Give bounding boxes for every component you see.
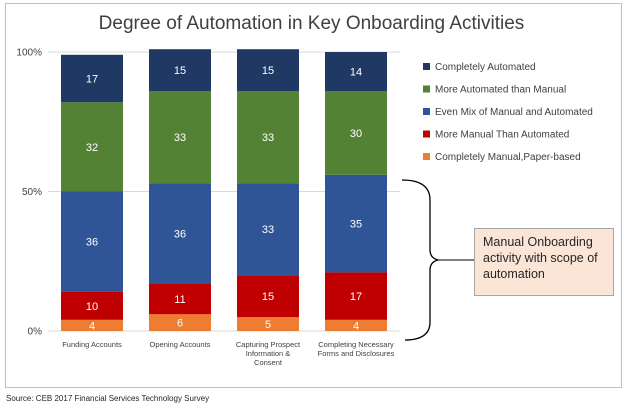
legend-label: More Automated than Manual bbox=[435, 85, 566, 96]
data-label: 32 bbox=[86, 142, 98, 154]
data-label: 17 bbox=[86, 74, 98, 86]
bar-segment bbox=[61, 319, 123, 331]
data-label: 15 bbox=[262, 65, 274, 77]
data-label: 33 bbox=[262, 224, 274, 236]
bar-segment bbox=[61, 291, 123, 320]
bar-segment bbox=[237, 275, 299, 318]
bar-segment bbox=[325, 272, 387, 320]
data-label: 5 bbox=[265, 319, 271, 331]
data-label: 35 bbox=[350, 219, 362, 231]
x-category-label: Funding Accounts bbox=[62, 340, 122, 349]
bar-segment bbox=[237, 91, 299, 184]
bar-segment bbox=[149, 314, 211, 331]
bar-segment bbox=[325, 174, 387, 273]
data-label: 33 bbox=[174, 132, 186, 144]
x-category-label: Capturing Prospect Information & Consent bbox=[236, 340, 301, 367]
bar-segment bbox=[149, 283, 211, 315]
x-category-label: Opening Accounts bbox=[150, 340, 211, 349]
y-tick-label: 0% bbox=[28, 327, 43, 338]
legend-label: Completely Manual,Paper-based bbox=[435, 152, 581, 163]
data-label: 11 bbox=[174, 294, 185, 306]
data-label: 6 bbox=[177, 318, 183, 330]
bar-segment bbox=[237, 317, 299, 331]
legend-swatch bbox=[423, 85, 430, 93]
bar-segment bbox=[61, 54, 123, 103]
bar-segment bbox=[325, 319, 387, 331]
legend-swatch bbox=[423, 153, 430, 160]
bar-segment bbox=[149, 49, 211, 92]
bar-segment bbox=[149, 183, 211, 284]
chart-title: Degree of Automation in Key Onboarding A… bbox=[98, 13, 525, 34]
legend-label: More Manual Than Automated bbox=[435, 130, 569, 141]
callout-box: Manual Onboarding activity with scope of… bbox=[474, 228, 614, 296]
data-label: 15 bbox=[174, 65, 186, 77]
data-label: 10 bbox=[86, 301, 98, 313]
data-label: 17 bbox=[350, 291, 362, 303]
legend-label: Even Mix of Manual and Automated bbox=[435, 107, 593, 118]
x-category-label: Completing Necessary Forms and Disclosure… bbox=[318, 340, 395, 358]
data-label: 4 bbox=[89, 320, 95, 332]
legend-swatch bbox=[423, 63, 430, 70]
data-label: 36 bbox=[86, 237, 98, 249]
data-label: 36 bbox=[174, 228, 186, 240]
data-label: 33 bbox=[262, 132, 274, 144]
y-tick-label: 50% bbox=[22, 187, 42, 198]
bar-segment bbox=[325, 52, 387, 92]
legend-swatch bbox=[423, 130, 430, 138]
legend-label: Completely Automated bbox=[435, 62, 536, 73]
source-note: Source: CEB 2017 Financial Services Tech… bbox=[6, 394, 210, 403]
bar-segment bbox=[237, 49, 299, 92]
bracket bbox=[401, 179, 439, 341]
bar-segment bbox=[61, 191, 123, 292]
y-tick-label: 100% bbox=[16, 48, 42, 59]
data-label: 4 bbox=[353, 320, 359, 332]
data-label: 30 bbox=[350, 128, 362, 140]
data-label: 15 bbox=[262, 291, 274, 303]
bar-segment bbox=[149, 91, 211, 184]
bar-segment bbox=[237, 183, 299, 276]
bar-segment bbox=[61, 102, 123, 192]
data-label: 14 bbox=[350, 67, 362, 79]
legend-swatch bbox=[423, 108, 430, 115]
bar-segment bbox=[325, 91, 387, 175]
